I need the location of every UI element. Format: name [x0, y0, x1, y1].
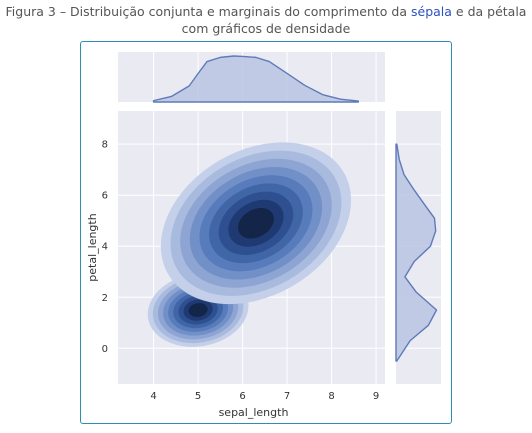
x-tick-label-5: 5 — [195, 391, 201, 402]
x-tick-label-7: 7 — [284, 391, 290, 402]
marginal-x-density — [152, 55, 359, 103]
joint-kde-cluster2-level-9 — [237, 207, 274, 239]
x-tick-label-6: 6 — [239, 391, 245, 402]
x-tick-label-8: 8 — [328, 391, 334, 402]
caption-text-before: Figura 3 – Distribuição conjunta e margi… — [5, 4, 411, 19]
caption-line-2: com gráficos de densidade — [181, 21, 351, 36]
y-tick-label-0: 0 — [102, 344, 108, 355]
y-axis-label: petal_length — [86, 213, 99, 281]
caption-link-sepala[interactable]: sépala — [411, 4, 452, 19]
y-tick-label-6: 6 — [102, 191, 108, 202]
x-axis-label: sepal_length — [219, 406, 289, 419]
figure-caption: Figura 3 – Distribuição conjunta e margi… — [0, 3, 532, 37]
x-tick-label-4: 4 — [150, 391, 156, 402]
joint-kde-cluster1-level-9 — [188, 303, 208, 317]
x-tick-label-9: 9 — [373, 391, 379, 402]
marginal-y-density — [395, 143, 438, 362]
caption-line-1: Figura 3 – Distribuição conjunta e margi… — [0, 3, 532, 20]
y-tick-label-8: 8 — [102, 140, 108, 151]
y-tick-label-2: 2 — [102, 293, 108, 304]
caption-text-after: e da pétala — [451, 4, 527, 19]
y-tick-label-4: 4 — [102, 242, 108, 253]
